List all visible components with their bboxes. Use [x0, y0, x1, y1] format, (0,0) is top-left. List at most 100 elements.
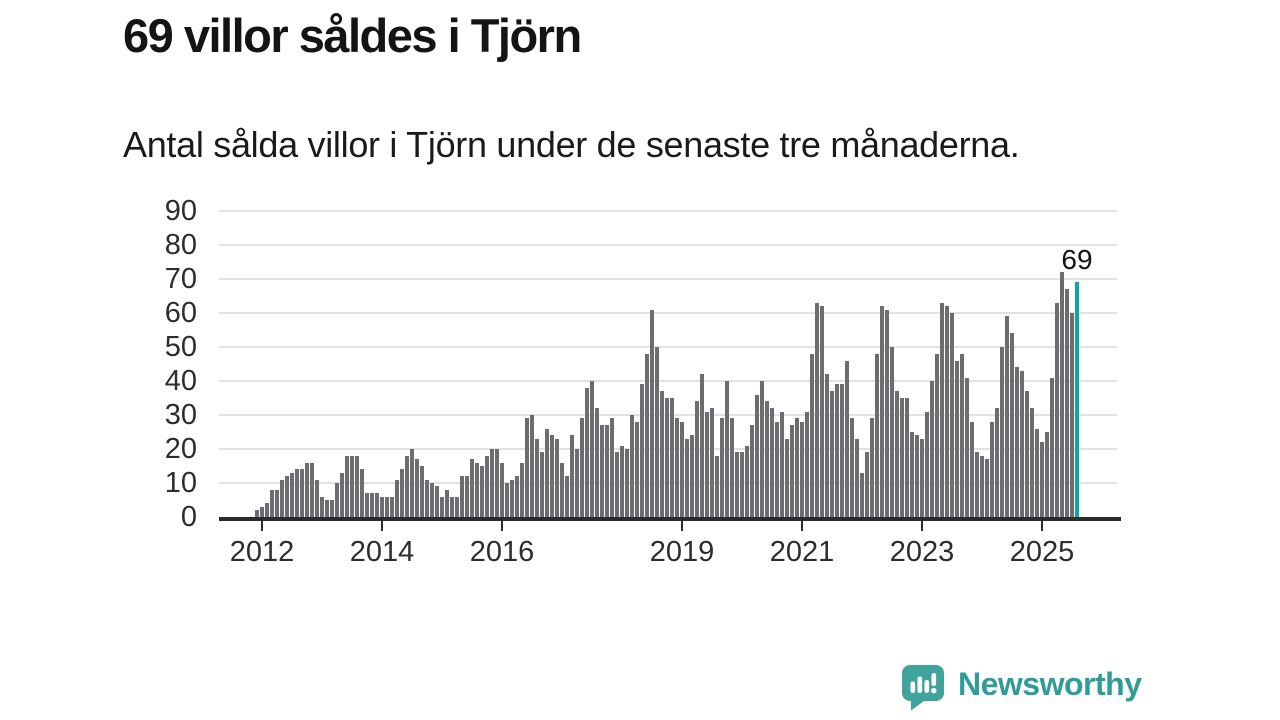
bar [700, 374, 704, 517]
bar [600, 425, 604, 517]
bar [830, 391, 834, 517]
x-axis-line [219, 517, 1121, 521]
bar [580, 418, 584, 517]
bar [640, 384, 644, 517]
bar [915, 435, 919, 517]
bar [330, 500, 334, 517]
bar [950, 313, 954, 517]
bar [350, 455, 354, 517]
bar [430, 483, 434, 517]
bar [1000, 347, 1004, 517]
bar [720, 418, 724, 517]
y-axis-tick-label: 10 [164, 467, 197, 499]
bar [905, 398, 909, 517]
bar [925, 411, 929, 517]
bar [970, 421, 974, 517]
x-axis-tick [1040, 520, 1044, 531]
bar [495, 449, 499, 517]
bar [275, 489, 279, 517]
bar [1015, 367, 1019, 517]
bar [435, 486, 439, 517]
bar [520, 462, 524, 517]
bar [320, 496, 324, 517]
bar [670, 398, 674, 517]
bar [1060, 272, 1064, 517]
bar [685, 438, 689, 517]
bar [325, 500, 329, 517]
bar [265, 503, 269, 517]
bar [885, 309, 889, 517]
bar [525, 418, 529, 517]
bar [285, 476, 289, 517]
x-axis-tick [380, 520, 384, 531]
bar [300, 469, 304, 517]
bar [940, 302, 944, 517]
bar [710, 408, 714, 517]
gridline-50 [219, 346, 1117, 348]
x-axis-tick [260, 520, 264, 531]
x-axis-tick [800, 520, 804, 531]
bar [635, 421, 639, 517]
bar [590, 381, 594, 517]
bar [360, 469, 364, 517]
plot-area: 2012 2014 2016 2019 2021 2023 2025 69 [219, 200, 1121, 568]
x-axis-tick [680, 520, 684, 531]
bar [855, 438, 859, 517]
bar [530, 415, 534, 517]
y-axis-tick-label: 60 [164, 297, 197, 329]
gridline-60 [219, 312, 1117, 314]
x-axis-tick-label: 2021 [769, 536, 835, 568]
bar [770, 408, 774, 517]
latest-value-label: 69 [1061, 244, 1093, 276]
bar [660, 391, 664, 517]
bar [765, 401, 769, 517]
bar [400, 469, 404, 517]
bar [750, 425, 754, 517]
bar [545, 428, 549, 517]
bar [655, 347, 659, 517]
bar [960, 353, 964, 517]
bar [1050, 377, 1054, 517]
bar [295, 469, 299, 517]
bar [755, 394, 759, 517]
bar [390, 496, 394, 517]
bar [920, 438, 924, 517]
bar [870, 418, 874, 517]
bar [595, 408, 599, 517]
newsworthy-logo-icon [902, 665, 944, 711]
bar [510, 479, 514, 517]
bar [615, 452, 619, 517]
bar [705, 411, 709, 517]
bar [585, 387, 589, 517]
bar [310, 462, 314, 517]
bar [370, 493, 374, 517]
gridline-90 [219, 210, 1117, 212]
y-axis-tick-label: 30 [164, 399, 197, 431]
gridline-70 [219, 278, 1117, 280]
bar [725, 381, 729, 517]
bar [715, 455, 719, 517]
y-axis-tick-label: 0 [180, 501, 197, 533]
chart-subtitle: Antal sålda villor i Tjörn under de sena… [123, 124, 1020, 165]
bar [840, 384, 844, 517]
bar [1040, 442, 1044, 517]
bar [730, 418, 734, 517]
bar [385, 496, 389, 517]
bar [1005, 316, 1009, 517]
bar [875, 353, 879, 517]
bar [280, 479, 284, 517]
bar [865, 452, 869, 517]
bar [480, 466, 484, 517]
bar [1055, 302, 1059, 517]
bar [355, 455, 359, 517]
bar [1070, 313, 1074, 517]
bar [380, 496, 384, 517]
bar [345, 455, 349, 517]
bar [760, 381, 764, 517]
bar [690, 435, 694, 517]
bar [860, 472, 864, 517]
bar [1065, 289, 1069, 517]
bar [420, 466, 424, 517]
bar [735, 452, 739, 517]
bar [980, 455, 984, 517]
